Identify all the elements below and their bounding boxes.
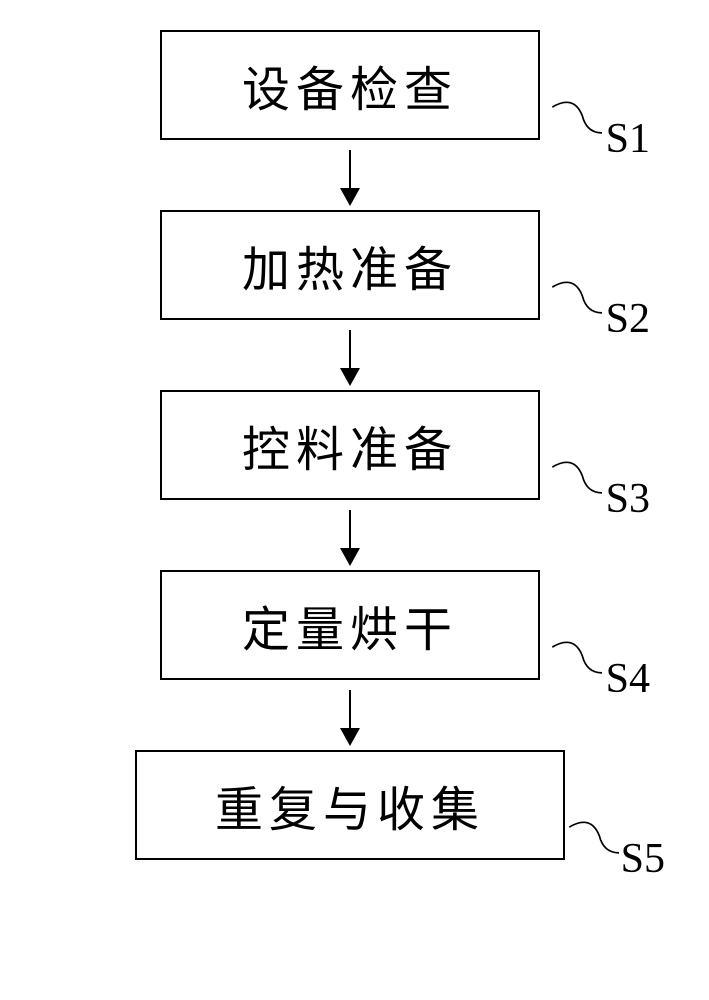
arrow-3	[50, 500, 650, 570]
connector-curve-5	[565, 810, 625, 870]
arrow-head-icon	[340, 548, 360, 566]
step-box-4: 定量烘干	[160, 570, 540, 680]
step-box-2: 加热准备	[160, 210, 540, 320]
arrow-head-icon	[340, 188, 360, 206]
arrow-head-icon	[340, 728, 360, 746]
arrow-head-icon	[340, 368, 360, 386]
step-label-5: S5	[621, 835, 665, 883]
step-text-3: 控料准备	[242, 424, 458, 477]
step-box-3: 控料准备	[160, 390, 540, 500]
step-3-group: 控料准备 S3	[160, 390, 540, 500]
arrow-4	[50, 680, 650, 750]
step-text-1: 设备检查	[242, 64, 458, 117]
step-1-group: 设备检查 S1	[160, 30, 540, 140]
step-4-group: 定量烘干 S4	[160, 570, 540, 680]
step-text-4: 定量烘干	[242, 604, 458, 657]
step-box-1: 设备检查	[160, 30, 540, 140]
step-text-5: 重复与收集	[215, 784, 485, 837]
arrow-1	[50, 140, 650, 210]
step-5-group: 重复与收集 S5	[135, 750, 565, 860]
arrow-2	[50, 320, 650, 390]
flowchart-container: 设备检查 S1 加热准备 S2 控料准备 S3	[50, 30, 650, 860]
step-text-2: 加热准备	[242, 244, 458, 297]
step-2-group: 加热准备 S2	[160, 210, 540, 320]
step-box-5: 重复与收集	[135, 750, 565, 860]
